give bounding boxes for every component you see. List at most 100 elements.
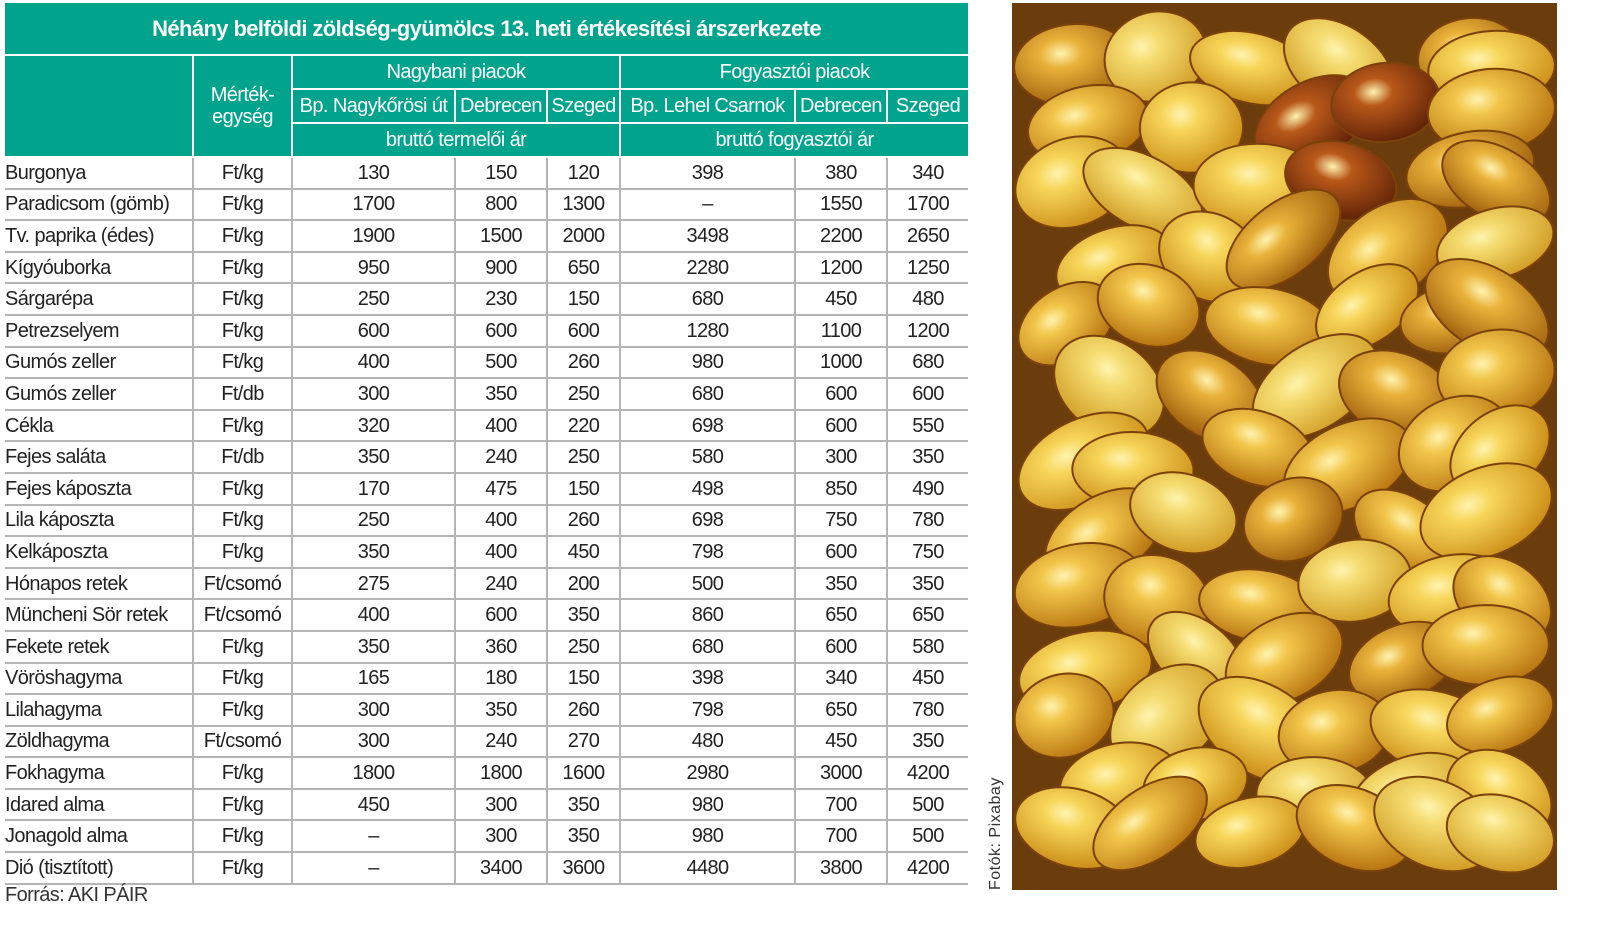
table-row: Cékla Ft/kg 320 400 220 698 600 550 [5,409,969,443]
price-cell: 500 [619,567,795,601]
table-row: Tv. paprika (édes) Ft/kg 1900 1500 2000 3498 2… [5,220,969,253]
price-cell: 350 [885,725,969,759]
price-cell: 600 [794,409,887,443]
price-cell: 130 [291,157,455,190]
table-row: Dió (tisztított) Ft/kg –3400 3600 4480 3800 42… [5,852,969,885]
price-cell: 350 [885,567,969,601]
unit-cell: Ft/kg [192,157,292,190]
price-cell: – [291,852,455,885]
price-cell: 1800 [291,757,455,790]
price-cell: 490 [885,472,969,506]
price-cell: 1800 [454,757,547,790]
price-cell: 798 [619,536,795,569]
price-cell: 350 [885,441,969,474]
unit-cell: Ft/kg [192,188,292,222]
price-cell: 400 [454,409,547,443]
price-cell: 400 [291,599,455,632]
price-cell: 680 [619,630,795,664]
price-cell: 680 [885,346,969,380]
price-cell: 698 [619,504,795,538]
price-cell: 680 [619,283,795,316]
price-cell: 300 [454,788,547,822]
unit-cell: Ft/kg [192,788,292,822]
price-cell: 3000 [794,757,887,790]
price-cell: 600 [546,314,620,348]
price-cell: 450 [885,662,969,696]
price-cell: – [291,820,455,854]
price-cell: 350 [454,378,547,411]
unit-cell: Ft/kg [192,757,292,790]
price-cell: 340 [885,157,969,190]
price-cell: 240 [454,441,547,474]
price-cell: 165 [291,662,455,696]
unit-cell: Ft/kg [192,220,292,253]
column-header: Bp. Nagykőrösi út [291,89,455,124]
wholesale-price-header: bruttó termelői ár [291,123,620,158]
price-cell: 350 [291,536,455,569]
price-cell: 500 [885,788,969,822]
price-cell: 360 [454,630,547,664]
price-cell: 450 [546,536,620,569]
raisin-shape [1096,262,1201,348]
wholesale-group-header: Nagybani piacok [291,55,620,90]
unit-cell: Ft/db [192,441,292,474]
table-row: Petrezselyem Ft/kg 600 600 600 1280 1100 1200 [5,314,969,348]
price-cell: 1300 [546,188,620,222]
product-name: Müncheni Sör retek [5,599,193,632]
unit-cell: Ft/kg [192,409,292,443]
raisin-shape [1138,81,1245,174]
price-cell: 150 [546,472,620,506]
price-cell: 950 [291,251,455,285]
raisin-shape [1242,476,1344,563]
price-cell: 1700 [291,188,455,222]
price-cell: 250 [546,378,620,411]
product-name: Gumós zeller [5,378,193,411]
unit-cell: Ft/csomó [192,599,292,632]
table-row: Lila káposzta Ft/kg 250 400 260 698 750 780 [5,504,969,538]
price-cell: 180 [454,662,547,696]
price-cell: 1100 [794,314,887,348]
price-cell: 798 [619,694,795,727]
price-cell: 480 [619,725,795,759]
price-cell: – [619,188,795,222]
table-row: Paradicsom (gömb) Ft/kg 1700 800 1300–1550 17… [5,188,969,222]
price-cell: 650 [794,694,887,727]
raisin-shape [1092,775,1208,872]
price-cell: 780 [885,504,969,538]
unit-cell: Ft/kg [192,283,292,316]
raisins-image [1013,10,1556,874]
price-cell: 320 [291,409,455,443]
price-cell: 900 [454,251,547,285]
price-cell: 1200 [794,251,887,285]
price-cell: 300 [794,441,887,474]
product-name: Dió (tisztított) [5,852,193,885]
table-row: Gumós zeller Ft/kg 400 500 260 980 1000 680 [5,346,969,380]
price-cell: 4480 [619,852,795,885]
price-cell: 780 [885,694,969,727]
price-cell: 350 [546,820,620,854]
product-name: Idared alma [5,788,193,822]
price-cell: 300 [454,820,547,854]
table-row: Müncheni Sör retek Ft/csomó 400 600 350 860 65… [5,599,969,632]
price-cell: 400 [454,536,547,569]
price-cell: 350 [454,694,547,727]
price-cell: 3800 [794,852,887,885]
raisins-photo [1012,3,1557,890]
product-name: Fejes saláta [5,441,193,474]
price-cell: 350 [291,630,455,664]
price-cell: 450 [794,725,887,759]
table-row: Vöröshagyma Ft/kg 165 180 150 398 340 450 [5,662,969,696]
price-cell: 230 [454,283,547,316]
price-cell: 600 [794,536,887,569]
price-cell: 2200 [794,220,887,253]
product-name: Cékla [5,409,193,443]
price-cell: 260 [546,694,620,727]
product-name: Vöröshagyma [5,662,193,696]
price-cell: 750 [885,536,969,569]
price-cell: 750 [794,504,887,538]
price-cell: 680 [619,378,795,411]
product-name: Fekete retek [5,630,193,664]
unit-cell: Ft/csomó [192,725,292,759]
price-cell: 600 [454,314,547,348]
price-cell: 350 [546,599,620,632]
